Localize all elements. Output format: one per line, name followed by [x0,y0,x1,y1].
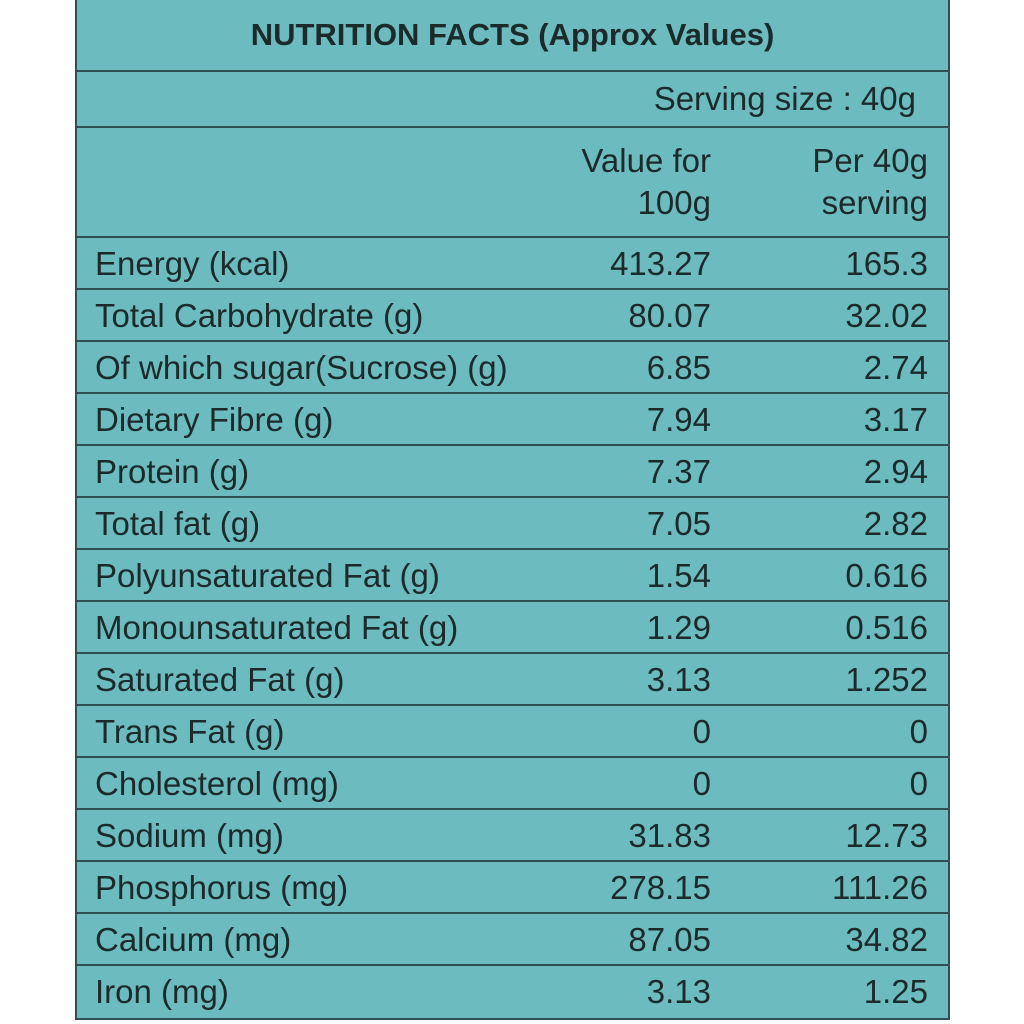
nutrient-name: Energy (kcal) [95,245,290,282]
nutrient-name: Monounsaturated Fat (g) [95,609,459,646]
value-per-100g: 31.83 [628,817,711,854]
column-header-per-serving-line2: serving [821,184,928,221]
value-per-100g: 80.07 [628,297,711,334]
column-header-per-serving: Per 40g serving [728,140,928,224]
table-row: Trans Fat (g) 0 0 [77,706,948,758]
value-per-100g: 278.15 [610,869,711,906]
value-per-100g: 0 [692,713,711,750]
nutrition-title: NUTRITION FACTS (Approx Values) [77,0,948,72]
table-row: Saturated Fat (g) 3.13 1.252 [77,654,948,706]
nutrient-name: Phosphorus (mg) [95,869,349,906]
value-per-serving: 3.17 [863,401,928,438]
table-row: Of which sugar(Sucrose) (g) 6.85 2.74 [77,342,948,394]
value-per-serving: 2.74 [863,349,928,386]
table-row: Phosphorus (mg) 278.15 111.26 [77,862,948,914]
value-per-serving: 0 [909,713,928,750]
table-row: Iron (mg) 3.13 1.25 [77,966,948,1018]
value-per-100g: 6.85 [646,349,711,386]
value-per-serving: 34.82 [845,921,928,958]
nutrient-name: Of which sugar(Sucrose) (g) [95,349,508,386]
table-row: Total fat (g) 7.05 2.82 [77,498,948,550]
value-per-100g: 87.05 [628,921,711,958]
nutrient-name: Total Carbohydrate (g) [95,297,424,334]
nutrient-name: Dietary Fibre (g) [95,401,334,438]
table-row: Energy (kcal) 413.27 165.3 [77,238,948,290]
nutrient-rows: Energy (kcal) 413.27 165.3 Total Carbohy… [77,238,948,1018]
column-header-per-100g: Value for 100g [511,140,711,224]
nutrient-name: Trans Fat (g) [95,713,285,750]
value-per-serving: 0.616 [845,557,928,594]
table-row: Dietary Fibre (g) 7.94 3.17 [77,394,948,446]
value-per-serving: 2.94 [863,453,928,490]
serving-size-row: Serving size : 40g [77,72,948,128]
value-per-100g: 7.37 [646,453,711,490]
nutrient-name: Calcium (mg) [95,921,292,958]
nutrition-facts-panel: NUTRITION FACTS (Approx Values) Serving … [75,0,950,1020]
nutrient-name: Protein (g) [95,453,250,490]
value-per-100g: 0 [692,765,711,802]
table-row: Protein (g) 7.37 2.94 [77,446,948,498]
value-per-serving: 12.73 [845,817,928,854]
value-per-100g: 1.29 [646,609,711,646]
table-row: Calcium (mg) 87.05 34.82 [77,914,948,966]
value-per-serving: 0.516 [845,609,928,646]
nutrient-name: Cholesterol (mg) [95,765,339,802]
value-per-serving: 2.82 [863,505,928,542]
table-row: Cholesterol (mg) 0 0 [77,758,948,810]
nutrient-name: Iron (mg) [95,973,229,1010]
value-per-100g: 1.54 [646,557,711,594]
value-per-serving: 1.25 [863,973,928,1010]
nutrient-name: Sodium (mg) [95,817,284,854]
serving-size-text: Serving size : 40g [653,80,916,117]
nutrient-name: Saturated Fat (g) [95,661,345,698]
value-per-serving: 165.3 [845,245,928,282]
value-per-100g: 3.13 [646,973,711,1010]
column-header-per-100g-line1: Value for [581,142,711,179]
column-header-row: Value for 100g Per 40g serving [77,128,948,238]
table-row: Polyunsaturated Fat (g) 1.54 0.616 [77,550,948,602]
value-per-100g: 7.05 [646,505,711,542]
value-per-serving: 0 [909,765,928,802]
column-header-per-100g-line2: 100g [637,184,711,221]
value-per-100g: 7.94 [646,401,711,438]
value-per-serving: 32.02 [845,297,928,334]
column-header-per-serving-line1: Per 40g [812,142,928,179]
table-row: Sodium (mg) 31.83 12.73 [77,810,948,862]
value-per-100g: 3.13 [646,661,711,698]
value-per-100g: 413.27 [610,245,711,282]
table-row: Total Carbohydrate (g) 80.07 32.02 [77,290,948,342]
nutrient-name: Total fat (g) [95,505,261,542]
value-per-serving: 1.252 [845,661,928,698]
nutrient-name: Polyunsaturated Fat (g) [95,557,440,594]
value-per-serving: 111.26 [831,869,928,906]
table-row: Monounsaturated Fat (g) 1.29 0.516 [77,602,948,654]
